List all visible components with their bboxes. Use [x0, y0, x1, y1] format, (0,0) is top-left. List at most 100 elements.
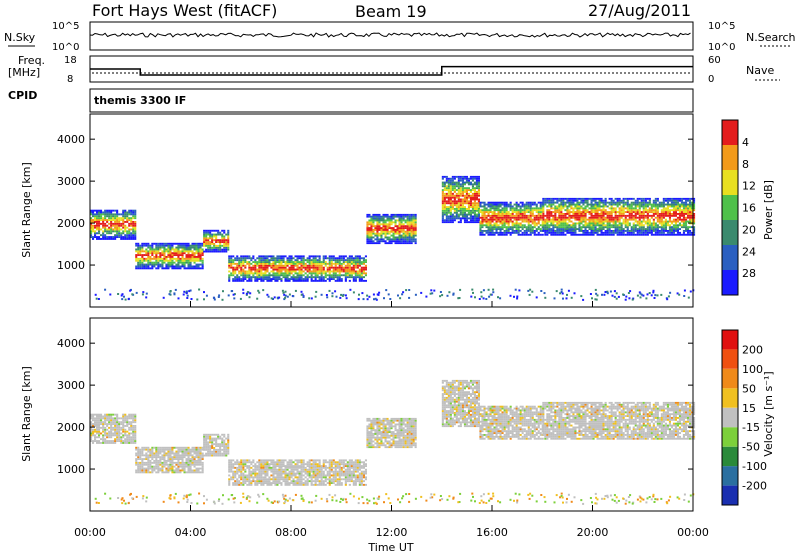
- velocity-cell: [118, 432, 121, 435]
- power-cell: [238, 272, 241, 275]
- power-cell: [556, 209, 559, 212]
- power-cell: [533, 230, 536, 232]
- power-cell: [189, 265, 192, 268]
- power-cell: [648, 230, 651, 232]
- power-cell: [322, 257, 325, 260]
- power-cell: [572, 209, 575, 212]
- velocity-cell: [147, 467, 150, 470]
- power-cell: [167, 256, 170, 258]
- power-cell: [292, 279, 295, 282]
- power-cell: [445, 208, 448, 210]
- power-cell: [586, 211, 589, 213]
- power-cell: [135, 267, 138, 270]
- power-cell: [187, 246, 190, 249]
- velocity-cell: [163, 471, 166, 474]
- power-cell: [404, 232, 407, 235]
- power-cell: [650, 205, 653, 208]
- power-cell: [638, 291, 641, 294]
- power-cell: [386, 217, 389, 220]
- power-cell: [548, 209, 551, 212]
- power-cell: [539, 207, 542, 210]
- power-cell: [441, 181, 444, 184]
- power-cell: [134, 211, 137, 214]
- power-cell: [564, 228, 567, 230]
- power-cell: [576, 207, 579, 210]
- power-cell: [139, 257, 142, 260]
- power-cell: [453, 209, 456, 212]
- power-cell: [131, 293, 134, 296]
- power-cell: [475, 185, 478, 188]
- velocity-cell: [116, 415, 119, 418]
- power-cell: [382, 230, 385, 233]
- velocity-cell: [171, 452, 174, 455]
- power-cell: [155, 246, 158, 249]
- velocity-cell: [163, 461, 166, 464]
- power-cell: [640, 224, 643, 227]
- velocity-cell: [139, 456, 142, 459]
- power-cell: [556, 216, 559, 219]
- power-cell: [689, 216, 692, 219]
- power-cell: [443, 187, 446, 190]
- power-cell: [441, 215, 444, 218]
- power-cell: [562, 205, 565, 208]
- power-cell: [181, 256, 184, 258]
- power-cell: [654, 222, 657, 225]
- power-cell: [348, 266, 351, 269]
- power-cell: [104, 230, 107, 233]
- power-cell: [110, 228, 113, 231]
- power-cell: [372, 223, 375, 226]
- power-cell: [123, 295, 125, 298]
- power-cell: [469, 219, 472, 222]
- power-cell: [606, 214, 609, 217]
- power-cell: [308, 264, 311, 267]
- power-cell: [596, 214, 599, 217]
- power-cell: [459, 209, 462, 212]
- power-cell: [447, 181, 450, 184]
- power-cell: [568, 197, 571, 200]
- power-cell: [598, 233, 601, 236]
- power-cell: [467, 206, 470, 208]
- power-cell: [248, 261, 251, 263]
- velocity-cell: [128, 415, 131, 418]
- power-cell: [606, 218, 609, 221]
- power-cell: [288, 255, 291, 258]
- power-cell: [529, 233, 532, 236]
- power-cell: [664, 224, 667, 227]
- power-cell: [614, 201, 617, 204]
- power-cell: [578, 222, 581, 225]
- power-cell: [246, 261, 249, 263]
- power-cell: [603, 293, 606, 296]
- power-cell: [388, 242, 391, 245]
- power-cell: [372, 236, 375, 239]
- power-cell: [250, 266, 253, 269]
- power-cell: [615, 292, 618, 295]
- power-cell: [300, 279, 303, 282]
- power-cell: [234, 270, 237, 273]
- power-cell: [652, 214, 655, 217]
- power-cell: [455, 215, 458, 218]
- power-cell: [286, 259, 289, 262]
- power-cell: [340, 293, 343, 296]
- power-cell: [685, 205, 688, 208]
- power-cell: [485, 218, 488, 221]
- power-cell: [137, 254, 140, 256]
- power-cell: [209, 237, 212, 240]
- power-cell: [612, 224, 615, 227]
- power-cell: [443, 208, 446, 210]
- power-cell: [529, 224, 532, 227]
- power-cell: [171, 256, 174, 258]
- power-cell: [128, 217, 131, 220]
- power-cell: [404, 219, 407, 222]
- power-cell: [445, 192, 448, 195]
- power-cell: [260, 257, 263, 260]
- power-cell: [96, 222, 99, 225]
- power-cell: [219, 241, 222, 243]
- power-cell: [92, 211, 95, 214]
- power-cell: [266, 274, 269, 277]
- power-cell: [527, 220, 530, 223]
- power-cell: [318, 262, 321, 265]
- power-cell: [515, 213, 518, 215]
- power-cell: [628, 203, 631, 206]
- power-cell: [680, 224, 683, 227]
- power-cell: [95, 297, 98, 300]
